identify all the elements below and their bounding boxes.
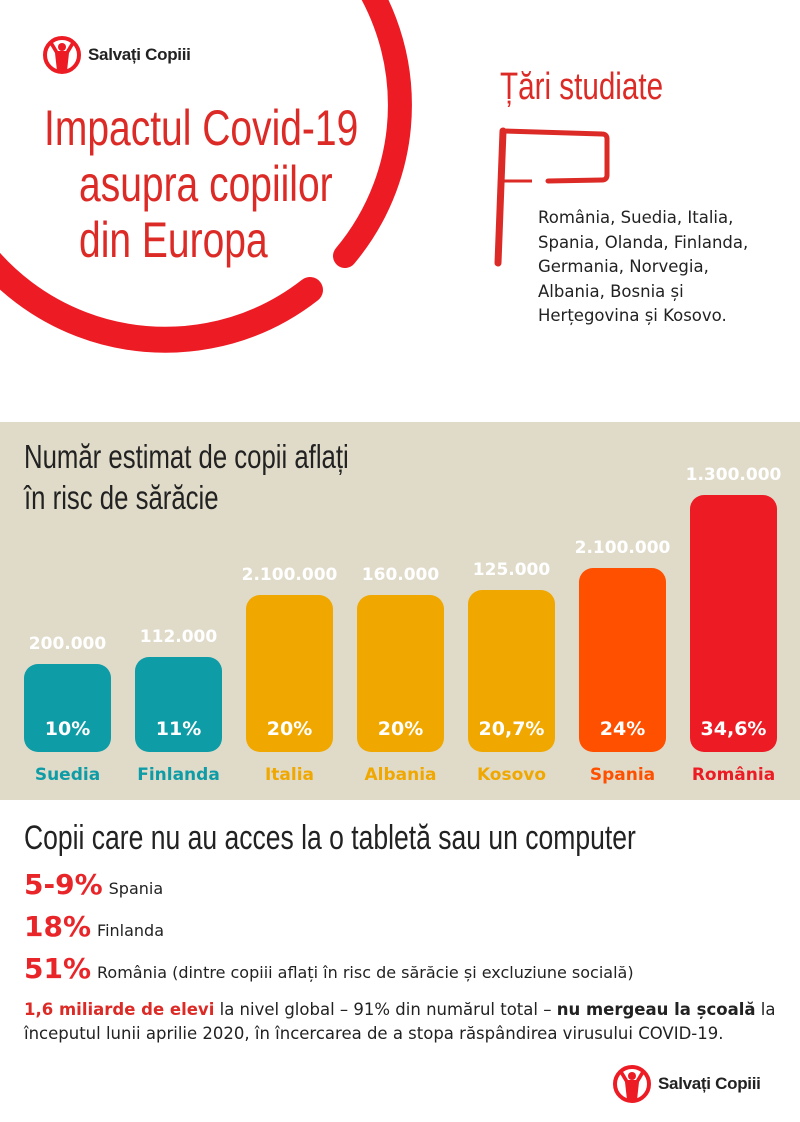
stat-romania: 51% România (dintre copiii aflați în risc… [24, 952, 634, 985]
percent-label: 10% [44, 718, 91, 740]
page-title: Impactul Covid-19 asupra copiilor din Eu… [44, 100, 447, 268]
percent-label: 34,6% [700, 718, 767, 740]
stat-spania: 5-9% Spania [24, 868, 164, 901]
title-line: din Europa [79, 212, 268, 268]
percent-label: 24% [599, 718, 646, 740]
flag-icon [494, 127, 610, 267]
count-label: 200.000 [28, 633, 107, 654]
count-label: 125.000 [472, 560, 551, 581]
bar-kosovo [468, 590, 555, 752]
logo-bottom: Salvați Copiii [612, 1064, 761, 1104]
count-label: 1.300.000 [685, 464, 782, 485]
count-label: 112.000 [139, 626, 218, 647]
percent-label: 11% [155, 718, 202, 740]
category-label: Spania [589, 765, 656, 785]
category-label: Finlanda [137, 765, 220, 785]
count-label: 2.100.000 [574, 537, 671, 558]
percent-label: 20% [266, 718, 313, 740]
students-note: 1,6 miliarde de elevi la nivel global – … [24, 1000, 776, 1043]
count-label: 160.000 [361, 565, 440, 585]
salvati-copiii-logo-icon [613, 1065, 651, 1103]
logo-text: Salvați Copiii [658, 1074, 761, 1093]
stat-finlanda: 18% Finlanda [24, 910, 165, 943]
bar-suedia [24, 663, 111, 752]
category-label: Kosovo [476, 765, 547, 785]
poverty-risk-chart: Număr estimat de copii aflați în risc de… [0, 422, 800, 800]
salvati-copiii-logo-icon [43, 36, 81, 74]
countries-title: Țări studiate [500, 66, 664, 108]
count-label: 2.100.000 [241, 565, 338, 585]
bar-românia [690, 494, 777, 752]
percent-label: 20,7% [478, 718, 545, 740]
countries-list: România, Suedia, Italia, Spania, Olanda,… [538, 208, 749, 325]
bar-italia [246, 595, 333, 752]
logo-text: Salvați Copiii [88, 45, 191, 64]
category-label: Suedia [34, 765, 101, 785]
bar-albania [357, 595, 444, 752]
logo-top: Salvați Copiii [42, 35, 191, 75]
bar-finlanda [135, 656, 222, 752]
title-line: asupra copiilor [79, 156, 333, 212]
bar-spania [579, 567, 666, 752]
chart-title: Număr estimat de copii aflați în risc de… [24, 438, 349, 516]
category-label: Italia [264, 765, 315, 785]
access-title: Copii care nu au acces la o tabletă sau … [24, 819, 636, 857]
category-label: România [691, 765, 776, 785]
category-label: Albania [364, 765, 437, 785]
decorative-red-arc [0, 0, 412, 353]
title-line: Impactul Covid-19 [44, 100, 359, 156]
percent-label: 20% [377, 718, 424, 740]
